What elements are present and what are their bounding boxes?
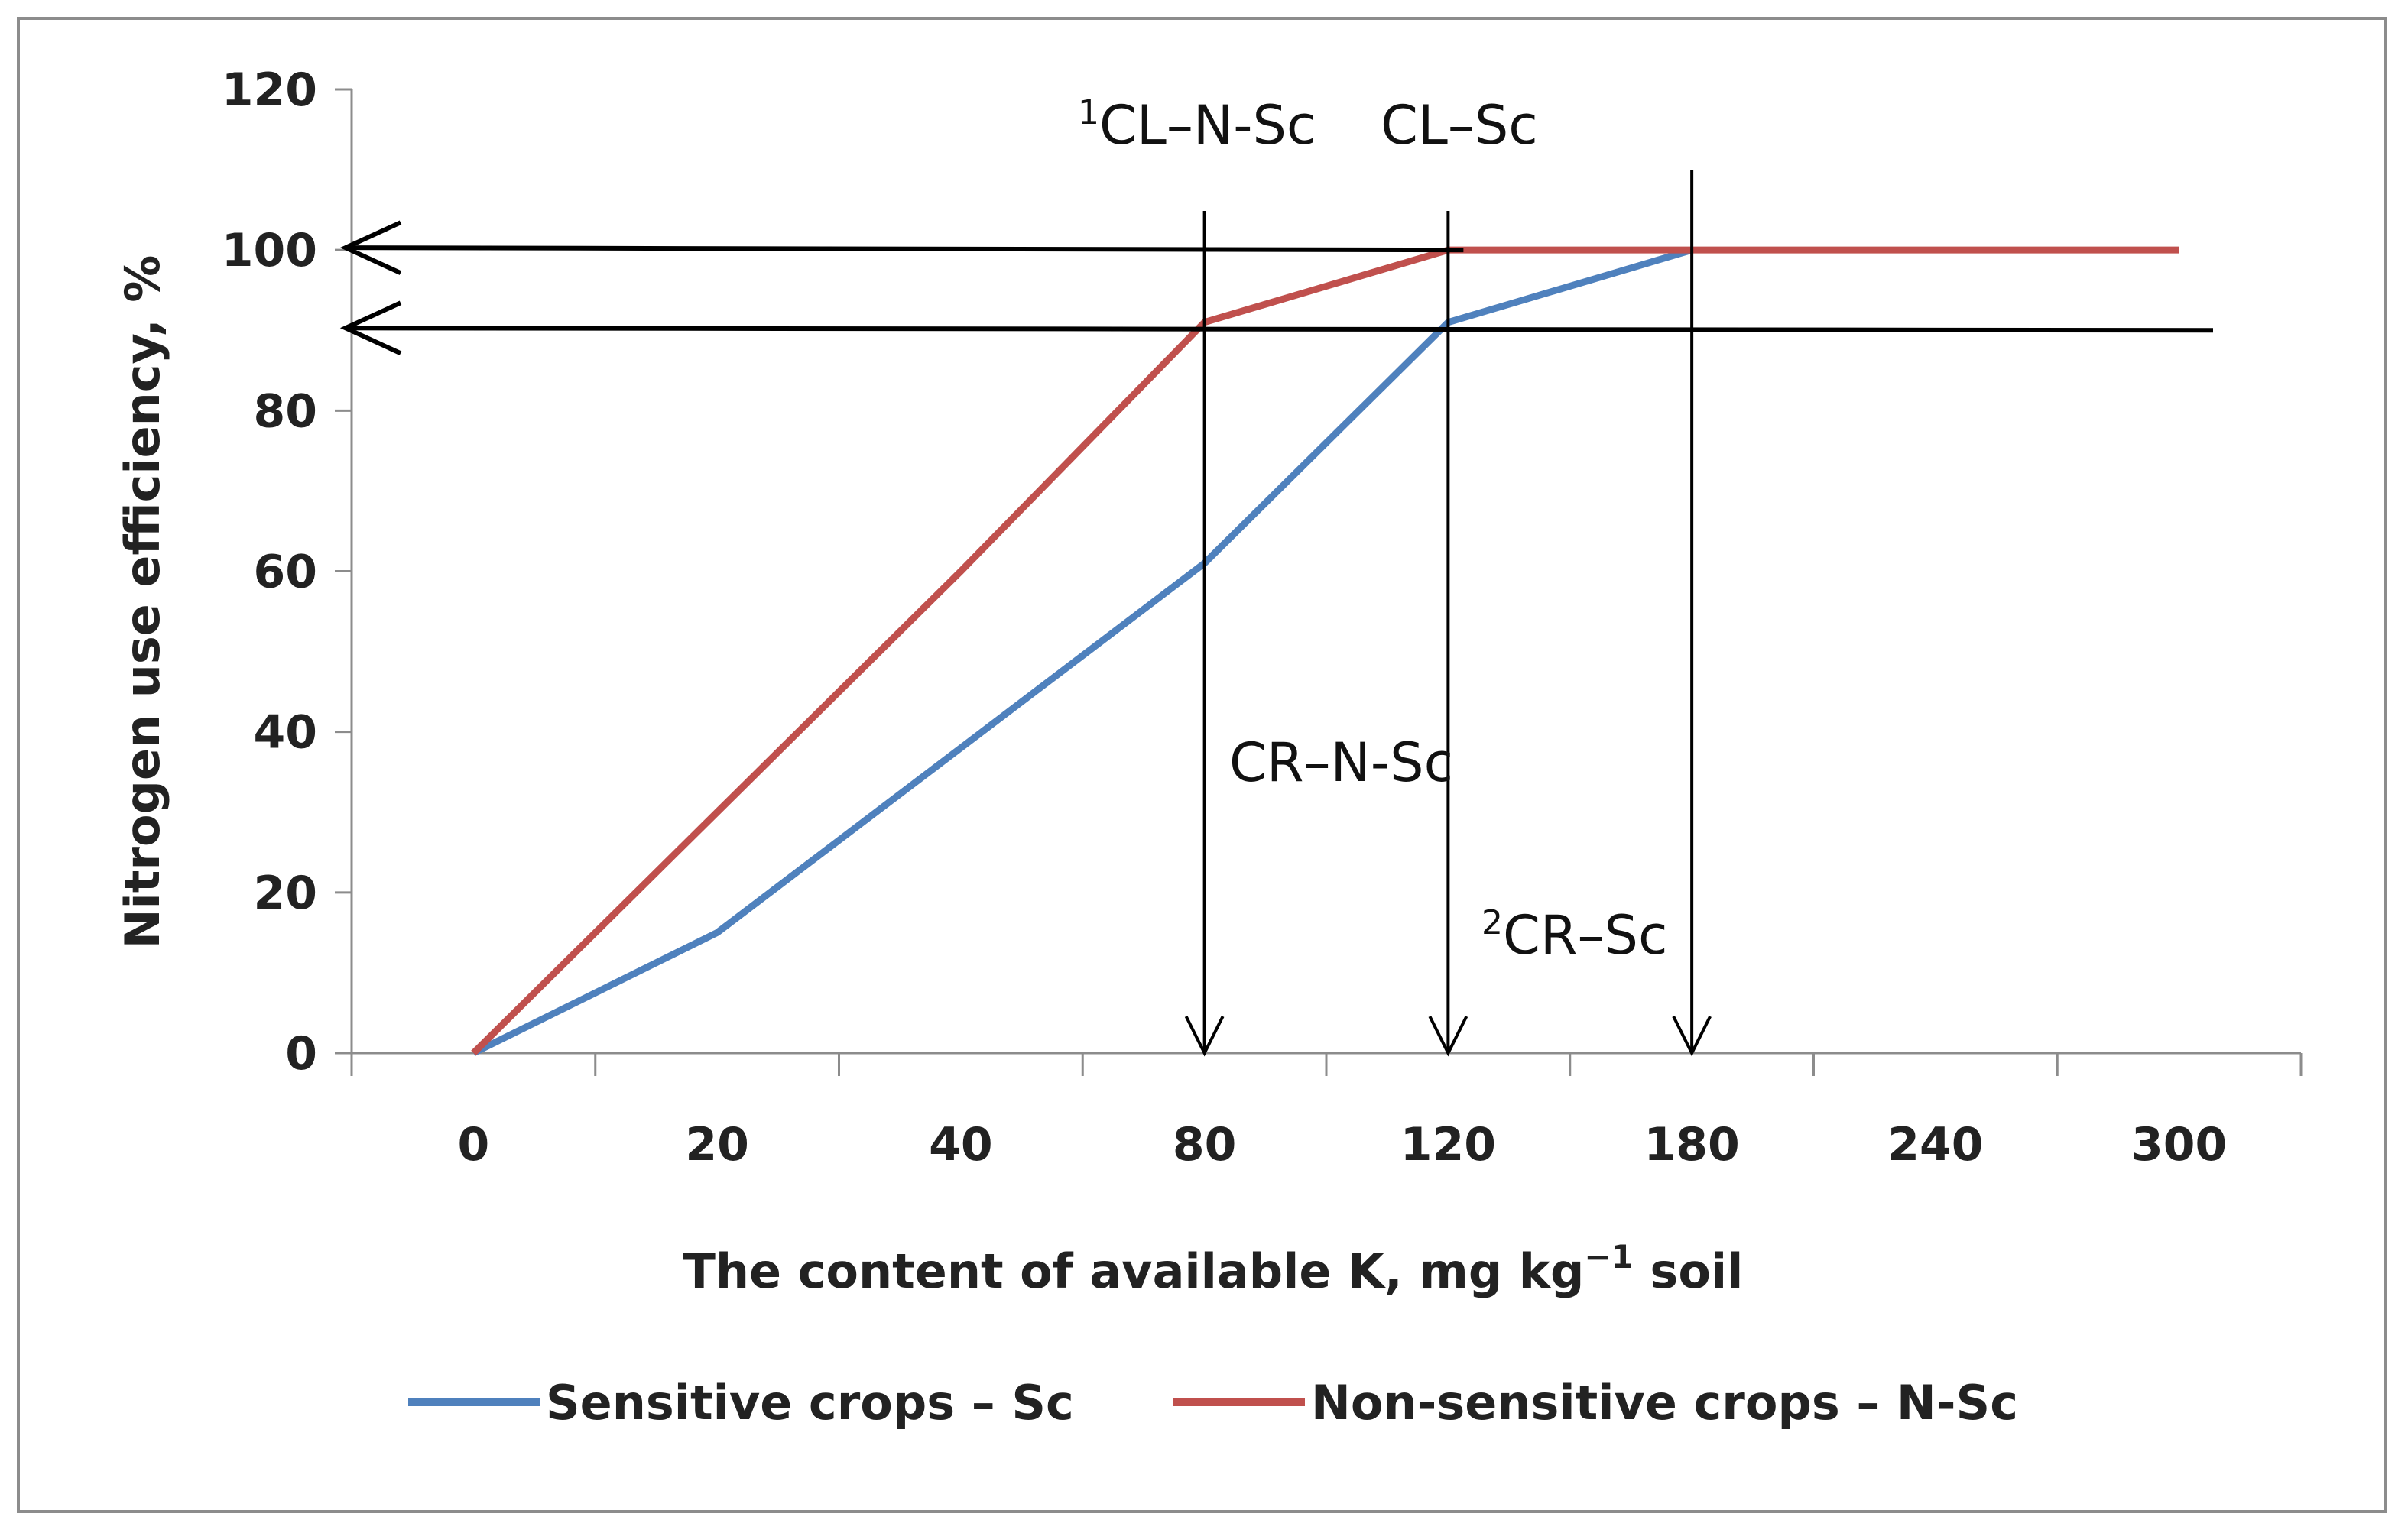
legend-label-non-sensitive: Non-sensitive crops – N-Sc <box>1311 1375 2018 1431</box>
annotation-label: CL–Sc <box>1381 94 1538 157</box>
series-line-non-sensitive <box>471 246 2179 1056</box>
x-tick-label: 40 <box>929 1118 993 1172</box>
legend-label-sensitive: Sensitive crops – Sc <box>546 1375 1074 1431</box>
text-layer: 0 20 40 60 80 100 120 0 20 40 80 120 180 240 300 1CL–N-… <box>115 63 2227 1431</box>
annotation-label: 1CL–N-Sc <box>1078 93 1316 157</box>
y-tick-label: 100 <box>222 224 317 277</box>
reference-line-90 <box>345 326 2214 333</box>
left-arrowhead <box>339 300 402 355</box>
x-tick-label: 0 <box>458 1118 490 1172</box>
x-tick-label: 20 <box>685 1118 749 1172</box>
annotation-layer <box>339 170 2214 1057</box>
down-arrowhead <box>1184 1016 1225 1057</box>
reference-line-100 <box>345 245 1464 253</box>
x-tick-label: 120 <box>1400 1118 1496 1172</box>
y-tick-label: 60 <box>254 546 318 599</box>
y-tick-label: 40 <box>254 706 318 760</box>
annotation-label: 2CR–Sc <box>1481 903 1667 967</box>
down-arrowhead <box>1428 1016 1468 1057</box>
series-layer <box>471 246 2179 1057</box>
series-line-sensitive <box>472 246 1693 1057</box>
down-arrowhead <box>1672 1016 1712 1057</box>
annotation-label: CR–N-Sc <box>1229 731 1453 794</box>
chart-frame: 0 20 40 60 80 100 120 0 20 40 80 120 180 240 300 1CL–N-… <box>17 17 2387 1513</box>
y-tick-label: 0 <box>285 1027 317 1081</box>
y-tick-label: 120 <box>222 63 317 117</box>
x-tick-label: 80 <box>1173 1118 1237 1172</box>
x-tick-label: 180 <box>1644 1118 1740 1172</box>
x-tick-label: 300 <box>2131 1118 2227 1172</box>
y-tick-label: 20 <box>254 867 318 920</box>
x-tick-label: 240 <box>1887 1118 1983 1172</box>
axes-layer <box>335 88 2303 1076</box>
x-axis-title: The content of available K, mg kg−1 soil <box>683 1238 1744 1299</box>
left-arrowhead <box>339 220 402 275</box>
y-tick-label: 80 <box>254 384 318 438</box>
y-axis-title: Nitrogen use efficiency, % <box>115 255 170 949</box>
